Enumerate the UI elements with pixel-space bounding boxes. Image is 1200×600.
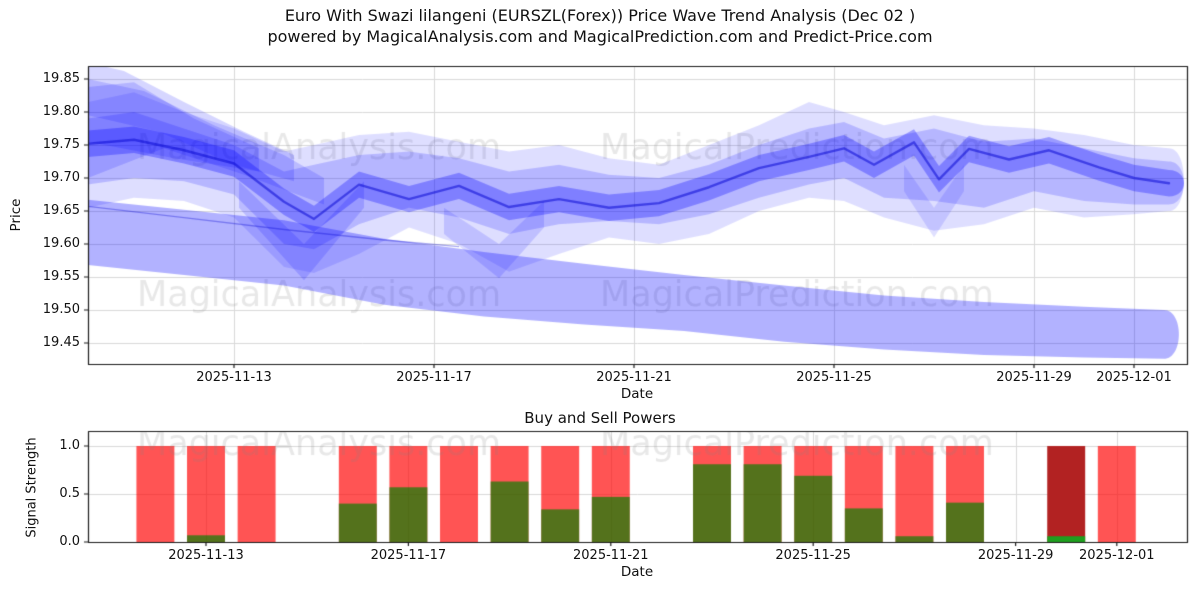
price-ytick: 19.65 (42, 203, 80, 218)
price-ytick: 19.75 (42, 137, 80, 152)
figure-title-line1: Euro With Swazi lilangeni (EURSZL(Forex)… (284, 6, 916, 25)
price-xtick: 2025-12-01 (1096, 370, 1172, 385)
power-ytick: 1.0 (59, 438, 80, 453)
power-chart-title: Buy and Sell Powers (524, 409, 676, 427)
power-xtick: 2025-11-29 (977, 548, 1054, 563)
figure-title-line2: powered by MagicalAnalysis.com and Magic… (267, 27, 933, 46)
price-xaxis-label: Date (620, 386, 654, 402)
power-xtick: 2025-12-01 (1079, 548, 1155, 563)
price-ytick: 19.60 (42, 236, 80, 251)
power-xaxis-label: Date (620, 564, 654, 580)
price-ytick: 19.85 (42, 71, 80, 86)
power-xtick: 2025-11-17 (370, 548, 447, 563)
power-xtick: 2025-11-25 (775, 548, 851, 563)
price-xtick: 2025-11-21 (596, 370, 672, 385)
price-ytick: 19.45 (42, 335, 80, 350)
price-ytick: 19.55 (42, 269, 80, 284)
price-xtick: 2025-11-29 (996, 370, 1072, 385)
power-ytick: 0.5 (59, 486, 80, 501)
power-xtick: 2025-11-13 (168, 548, 244, 563)
power-ytick: 0.0 (59, 534, 80, 549)
price-xtick: 2025-11-13 (196, 370, 272, 385)
price-ytick: 19.70 (42, 170, 80, 185)
power-xtick: 2025-11-21 (573, 548, 649, 563)
price-ytick: 19.50 (42, 302, 80, 317)
price-xtick: 2025-11-17 (396, 370, 472, 385)
price-ytick: 19.80 (42, 104, 80, 119)
price-xtick: 2025-11-25 (796, 370, 872, 385)
